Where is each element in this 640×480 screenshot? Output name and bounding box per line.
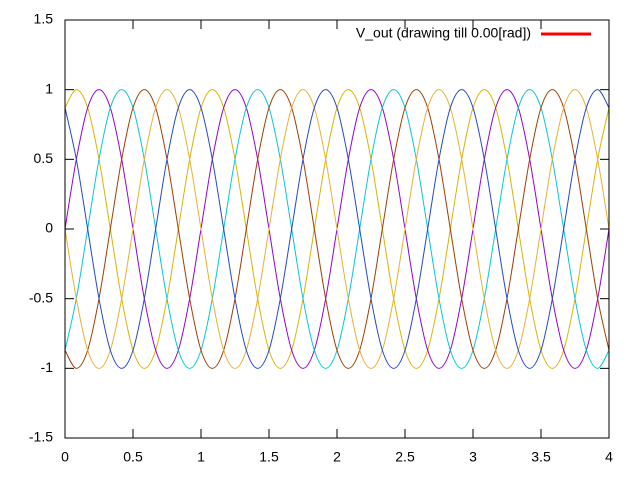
x-tick-label: 0.5 — [123, 449, 143, 465]
x-tick-label: 3.5 — [531, 449, 551, 465]
plot-border — [64, 19, 610, 439]
x-tick-label: 4 — [605, 449, 613, 465]
legend-label: V_out (drawing till 0.00[rad]) — [356, 25, 531, 41]
y-tick-label: -0.5 — [29, 289, 53, 305]
y-tick-label: -1.5 — [29, 429, 53, 445]
y-tick-label: 1 — [45, 80, 53, 96]
x-tick-label: 3 — [469, 449, 477, 465]
series-line — [64, 89, 610, 369]
x-tick-label: 2 — [333, 449, 341, 465]
x-tick-label: 2.5 — [395, 449, 415, 465]
x-tick-label: 0 — [61, 449, 69, 465]
y-tick-label: -1 — [41, 359, 54, 375]
y-tick-label: 1.5 — [34, 11, 54, 27]
y-tick-label: 0.5 — [34, 150, 54, 166]
x-tick-label: 1.5 — [259, 449, 279, 465]
x-tick-label: 1 — [197, 449, 205, 465]
y-tick-label: 0 — [45, 220, 53, 236]
